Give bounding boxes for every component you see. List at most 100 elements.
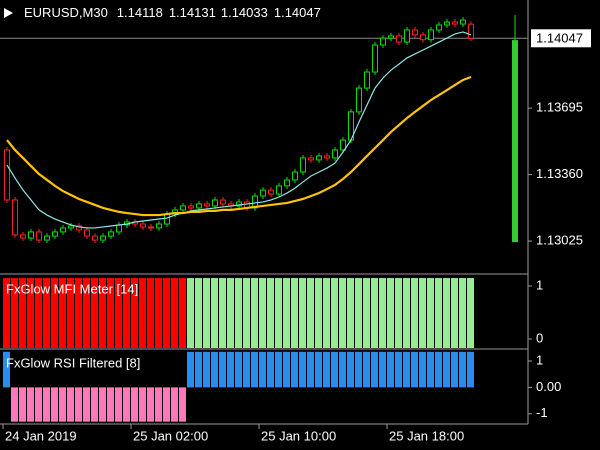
candle-body <box>76 225 82 231</box>
y-tick-label: 1 <box>536 352 543 367</box>
indicator-bar <box>131 387 138 422</box>
indicator-bar <box>19 278 26 348</box>
indicator-bar <box>11 387 18 422</box>
indicator-bar <box>187 278 194 348</box>
indicator-bar <box>299 278 306 348</box>
indicator-bar <box>235 351 242 388</box>
candle-body <box>356 87 362 113</box>
candle-body <box>212 199 218 207</box>
indicator-bar <box>315 278 322 348</box>
candle-body <box>308 157 314 161</box>
indicator-bar <box>459 278 466 348</box>
indicator-bar <box>115 278 122 348</box>
candle-body <box>44 235 50 241</box>
candle-body <box>436 24 442 31</box>
indicator-bar <box>379 278 386 348</box>
y-tick-label: 0 <box>536 330 543 345</box>
indicator-bar <box>331 351 338 388</box>
indicator-bar <box>51 278 58 348</box>
indicator-bar <box>355 351 362 388</box>
indicator-bar <box>243 351 250 388</box>
indicator-bar <box>139 278 146 348</box>
candle-body <box>372 44 378 73</box>
indicator-bar <box>195 351 202 388</box>
candle-body <box>4 149 10 201</box>
candle-body <box>188 205 194 209</box>
candle-body <box>36 231 42 241</box>
indicator-bar <box>195 278 202 348</box>
indicator-bar <box>107 278 114 348</box>
candle-body <box>196 203 202 209</box>
indicator-bar <box>131 278 138 348</box>
indicator-bar <box>251 351 258 388</box>
candle-body <box>316 155 322 161</box>
indicator-bar <box>291 351 298 388</box>
indicator-bar <box>19 387 26 422</box>
indicator-bar <box>83 278 90 348</box>
y-tick-label: -1 <box>536 405 548 420</box>
indicator-bar <box>451 351 458 388</box>
indicator-bar <box>339 351 346 388</box>
indicator-bar <box>363 278 370 348</box>
indicator-bar <box>299 351 306 388</box>
candle-body <box>460 19 466 25</box>
indicator-bar <box>267 351 274 388</box>
indicator-bar <box>147 278 154 348</box>
indicator-bar <box>219 278 226 348</box>
candle-body <box>28 231 34 239</box>
candle-body <box>156 223 162 229</box>
indicator-bar <box>99 387 106 422</box>
indicator-bar <box>283 351 290 388</box>
y-tick-label: 1.13695 <box>536 100 583 115</box>
indicator-bar <box>91 387 98 422</box>
indicator-bar <box>435 278 442 348</box>
candle-body <box>268 189 274 195</box>
indicator-bar <box>27 387 34 422</box>
indicator-bar <box>211 278 218 348</box>
indicator-bar <box>307 351 314 388</box>
x-tick-label: 25 Jan 18:00 <box>389 428 464 443</box>
indicator-bar <box>331 278 338 348</box>
symbol: EURUSD,M30 <box>24 5 108 20</box>
indicator-bar <box>379 351 386 388</box>
close-price: 1.14047 <box>274 5 321 20</box>
indicator-bar <box>139 387 146 422</box>
candle-body <box>404 29 410 43</box>
indicator-bar <box>419 351 426 388</box>
candle-body <box>108 231 114 237</box>
indicator-bar <box>227 278 234 348</box>
indicator-bar <box>179 278 186 348</box>
indicator-bar <box>435 351 442 388</box>
price-label: 1.14047 <box>536 31 583 46</box>
indicator-bar <box>123 278 130 348</box>
indicator-title: FxGlow MFI Meter [14] <box>6 281 138 296</box>
indicator-bar <box>283 278 290 348</box>
indicator-bar <box>371 278 378 348</box>
candle-body <box>220 199 226 205</box>
candle-body <box>140 223 146 228</box>
indicator-bar <box>467 278 474 348</box>
indicator-bar <box>187 351 194 388</box>
x-tick-label: 25 Jan 10:00 <box>261 428 336 443</box>
indicator-bar <box>155 387 162 422</box>
indicator-bar <box>427 351 434 388</box>
candle-body <box>444 21 450 26</box>
candle-body <box>284 179 290 187</box>
indicator-bar <box>75 387 82 422</box>
indicator-bar <box>387 351 394 388</box>
indicator-bar <box>419 278 426 348</box>
candle-body <box>388 35 394 39</box>
candle-body <box>412 29 418 36</box>
indicator-bar <box>395 351 402 388</box>
signal-bar <box>512 40 518 243</box>
indicator-bar <box>91 278 98 348</box>
indicator-bar <box>3 351 10 388</box>
x-tick-label: 24 Jan 2019 <box>5 428 77 443</box>
indicator-bar <box>67 387 74 422</box>
indicator-bar <box>259 278 266 348</box>
candle-body <box>300 157 306 173</box>
candle-body <box>324 155 330 159</box>
indicator-bar <box>203 351 210 388</box>
indicator-bar <box>219 351 226 388</box>
indicator-bar <box>259 351 266 388</box>
